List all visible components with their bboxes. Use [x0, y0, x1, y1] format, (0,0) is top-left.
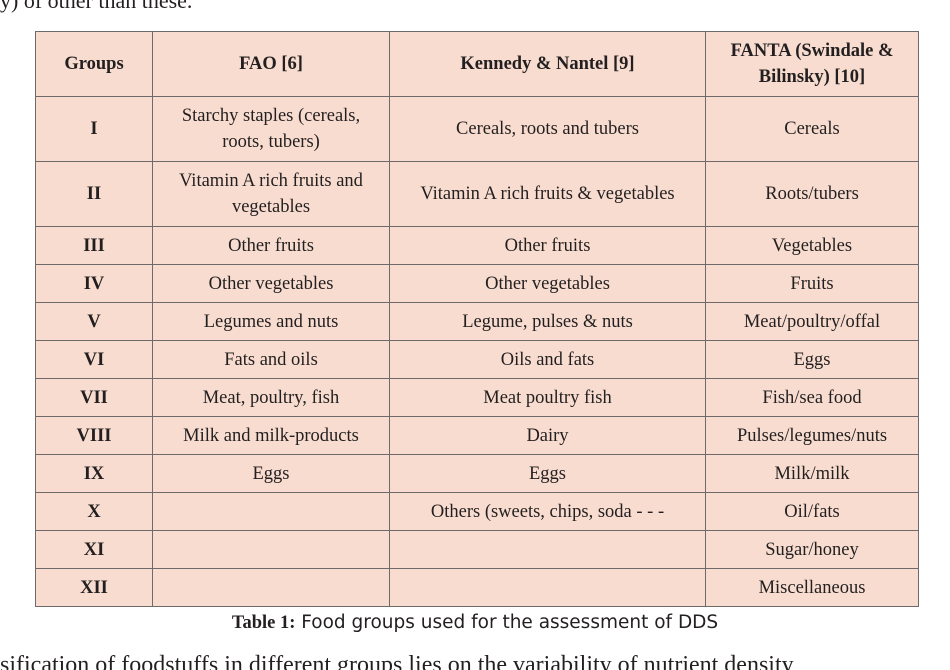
- table-row: IX Eggs Eggs Milk/milk: [35, 454, 919, 493]
- group-cell: IV: [35, 264, 153, 303]
- kennedy-cell: Others (sweets, chips, soda - - -: [389, 492, 706, 531]
- table-row: XII Miscellaneous: [35, 568, 919, 607]
- table-header-row: Groups FAO [6] Kennedy & Nantel [9] FANT…: [35, 31, 919, 97]
- food-groups-table: Groups FAO [6] Kennedy & Nantel [9] FANT…: [35, 31, 919, 607]
- fanta-cell: Fruits: [705, 264, 919, 303]
- header-fao: FAO [6]: [152, 31, 390, 97]
- group-cell: VI: [35, 340, 153, 379]
- fanta-cell: Miscellaneous: [705, 568, 919, 607]
- kennedy-cell: Meat poultry fish: [389, 378, 706, 417]
- fanta-cell: Meat/poultry/offal: [705, 302, 919, 341]
- fanta-cell: Milk/milk: [705, 454, 919, 493]
- table-row: X Others (sweets, chips, soda - - - Oil/…: [35, 492, 919, 531]
- table-row: XI Sugar/honey: [35, 530, 919, 569]
- fao-cell: Other vegetables: [152, 264, 390, 303]
- fanta-cell: Pulses/legumes/nuts: [705, 416, 919, 455]
- table-caption: Table 1: Food groups used for the assess…: [0, 612, 950, 634]
- kennedy-cell: Oils and fats: [389, 340, 706, 379]
- header-kennedy-nantel: Kennedy & Nantel [9]: [389, 31, 706, 97]
- fao-cell: [152, 568, 390, 607]
- group-cell: III: [35, 226, 153, 265]
- preceding-text-fragment: y) of other than these.: [0, 0, 193, 13]
- fao-cell: Meat, poultry, fish: [152, 378, 390, 417]
- fanta-cell: Fish/sea food: [705, 378, 919, 417]
- group-cell: I: [35, 96, 153, 162]
- table-row: I Starchy staples (cereals, roots, tuber…: [35, 96, 919, 162]
- group-cell: X: [35, 492, 153, 531]
- fanta-cell: Sugar/honey: [705, 530, 919, 569]
- group-cell: VIII: [35, 416, 153, 455]
- kennedy-cell: Other fruits: [389, 226, 706, 265]
- kennedy-cell: Vitamin A rich fruits & vegetables: [389, 161, 706, 227]
- following-text-fragment: sification of foodstuffs in different gr…: [0, 652, 794, 670]
- group-cell: IX: [35, 454, 153, 493]
- group-cell: V: [35, 302, 153, 341]
- group-cell: XI: [35, 530, 153, 569]
- fanta-cell: Eggs: [705, 340, 919, 379]
- fao-cell: Legumes and nuts: [152, 302, 390, 341]
- fanta-cell: Vegetables: [705, 226, 919, 265]
- fao-cell: Milk and milk-products: [152, 416, 390, 455]
- table-row: VII Meat, poultry, fish Meat poultry fis…: [35, 378, 919, 417]
- table-row: III Other fruits Other fruits Vegetables: [35, 226, 919, 265]
- kennedy-cell: Other vegetables: [389, 264, 706, 303]
- fao-cell: [152, 492, 390, 531]
- group-cell: XII: [35, 568, 153, 607]
- kennedy-cell: Legume, pulses & nuts: [389, 302, 706, 341]
- kennedy-cell: Cereals, roots and tubers: [389, 96, 706, 162]
- table-row: II Vitamin A rich fruits and vegetables …: [35, 161, 919, 227]
- fao-cell: [152, 530, 390, 569]
- caption-label: Table 1:: [231, 613, 296, 633]
- header-groups: Groups: [35, 31, 153, 97]
- table-row: IV Other vegetables Other vegetables Fru…: [35, 264, 919, 303]
- table-row: VI Fats and oils Oils and fats Eggs: [35, 340, 919, 379]
- fao-cell: Starchy staples (cereals, roots, tubers): [152, 96, 390, 162]
- table-row: VIII Milk and milk-products Dairy Pulses…: [35, 416, 919, 455]
- fanta-cell: Cereals: [705, 96, 919, 162]
- fanta-cell: Roots/tubers: [705, 161, 919, 227]
- kennedy-cell: Eggs: [389, 454, 706, 493]
- fao-cell: Vitamin A rich fruits and vegetables: [152, 161, 390, 227]
- kennedy-cell: [389, 530, 706, 569]
- header-fanta: FANTA (Swindale & Bilinsky) [10]: [705, 31, 919, 97]
- table-row: V Legumes and nuts Legume, pulses & nuts…: [35, 302, 919, 341]
- fanta-cell: Oil/fats: [705, 492, 919, 531]
- kennedy-cell: Dairy: [389, 416, 706, 455]
- group-cell: II: [35, 161, 153, 227]
- kennedy-cell: [389, 568, 706, 607]
- fao-cell: Other fruits: [152, 226, 390, 265]
- group-cell: VII: [35, 378, 153, 417]
- caption-text: Food groups used for the assessment of D…: [295, 612, 719, 633]
- fao-cell: Fats and oils: [152, 340, 390, 379]
- fao-cell: Eggs: [152, 454, 390, 493]
